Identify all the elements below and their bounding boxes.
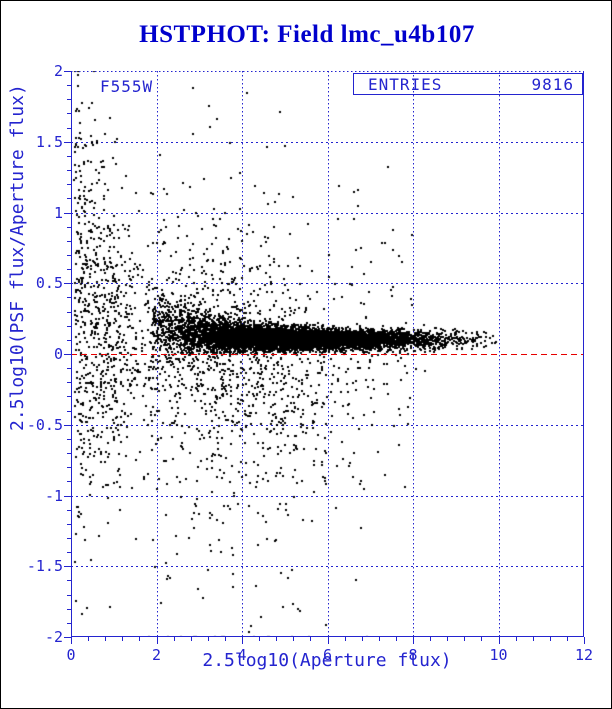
- axis-tick: [515, 637, 517, 641]
- axis-tick: [67, 155, 71, 157]
- axis-tick: [532, 637, 534, 641]
- axis-tick: [67, 467, 71, 469]
- axis-tick: [64, 637, 71, 638]
- axis-tick: [67, 537, 71, 539]
- axis-tick: [67, 438, 71, 440]
- filter-label: F555W: [100, 77, 154, 96]
- axis-tick: [67, 198, 71, 200]
- axis-tick: [67, 184, 71, 186]
- axis-tick: [327, 637, 329, 644]
- axis-tick: [64, 354, 71, 355]
- axis-tick: [67, 608, 71, 610]
- x-tick-label: 4: [237, 646, 247, 664]
- axis-tick: [67, 523, 71, 525]
- axis-tick: [413, 637, 414, 644]
- stats-entries-value: 9816: [531, 74, 574, 94]
- axis-tick: [566, 637, 568, 641]
- axis-tick: [67, 339, 71, 341]
- axis-tick: [71, 637, 72, 644]
- axis-tick: [64, 566, 71, 568]
- axis-tick: [67, 226, 71, 228]
- axis-tick: [293, 637, 295, 641]
- y-tick-label: -2: [44, 628, 63, 646]
- x-tick-label: 0: [66, 646, 76, 664]
- axis-tick: [64, 495, 71, 497]
- axis-tick: [67, 368, 71, 370]
- axis-tick: [67, 170, 71, 172]
- axis-tick: [88, 637, 90, 641]
- axis-tick: [64, 212, 71, 214]
- axis-tick: [64, 71, 71, 72]
- axis-tick: [207, 637, 209, 641]
- y-axis-title: 2.5log10(PSF flux/Aperture flux): [7, 84, 28, 431]
- axis-tick: [67, 509, 71, 511]
- plot-frame-top-edge: [71, 71, 584, 72]
- axis-tick: [173, 637, 175, 641]
- axis-tick: [67, 481, 71, 483]
- axis-tick: [67, 99, 71, 101]
- axis-tick: [67, 240, 71, 242]
- axis-tick: [464, 637, 466, 641]
- axis-tick: [139, 637, 141, 641]
- y-tick-label: 1: [53, 203, 63, 222]
- axis-tick: [310, 637, 312, 641]
- x-tick-label: 2: [151, 646, 162, 664]
- stats-entries-label: ENTRIES: [368, 74, 443, 94]
- axis-tick: [64, 283, 71, 285]
- axis-tick: [378, 637, 380, 641]
- axis-tick: [67, 410, 71, 412]
- axis-tick: [549, 637, 551, 641]
- axis-tick: [67, 113, 71, 115]
- axis-tick: [344, 637, 346, 641]
- plot-area: ENTRIES 9816 F555W: [64, 71, 585, 644]
- x-tick-label: 8: [408, 646, 418, 664]
- axis-tick: [156, 637, 158, 644]
- axis-tick: [481, 637, 483, 641]
- y-tick-label: 0: [53, 345, 63, 363]
- axis-tick: [67, 297, 71, 299]
- axis-tick: [190, 637, 192, 641]
- page-title: HSTPHOT: Field lmc_u4b107: [139, 21, 475, 48]
- zero-reference-line: [71, 354, 584, 355]
- axis-tick: [67, 254, 71, 256]
- x-tick-label: 6: [322, 646, 333, 664]
- x-tick-label: 10: [489, 646, 508, 664]
- stats-box: ENTRIES 9816: [353, 73, 583, 95]
- x-tick-label: 12: [574, 646, 594, 664]
- axis-tick: [67, 127, 71, 129]
- axis-tick: [584, 637, 585, 644]
- axis-tick: [67, 594, 71, 596]
- axis-tick: [395, 637, 397, 641]
- axis-tick: [259, 637, 261, 641]
- axis-tick: [105, 637, 107, 641]
- y-tick-label: -1.5: [26, 557, 63, 576]
- axis-tick: [67, 269, 71, 271]
- axis-tick: [67, 325, 71, 327]
- axis-tick: [67, 622, 71, 624]
- y-tick-label: 2: [53, 62, 63, 80]
- axis-tick: [67, 396, 71, 398]
- axis-tick: [447, 637, 449, 641]
- y-tick-label: -0.5: [26, 415, 63, 434]
- axis-tick: [430, 637, 432, 641]
- x-axis-title: 2.5log10(Aperture flux): [202, 650, 452, 671]
- axis-tick: [67, 382, 71, 384]
- axis-tick: [67, 453, 71, 455]
- axis-tick: [276, 637, 278, 641]
- axis-tick: [361, 637, 363, 641]
- y-tick-label: 0.5: [35, 274, 63, 293]
- axis-tick: [122, 637, 124, 641]
- axis-tick: [64, 424, 71, 426]
- axis-tick: [67, 580, 71, 582]
- axis-tick: [67, 85, 71, 87]
- axis-tick: [224, 637, 226, 641]
- axis-tick: [67, 552, 71, 554]
- axis-tick: [498, 637, 500, 644]
- axis-tick: [67, 311, 71, 313]
- y-tick-label: -1: [44, 486, 63, 505]
- axis-tick: [64, 141, 71, 143]
- y-tick-label: 1.5: [35, 132, 63, 151]
- axis-tick: [242, 637, 243, 644]
